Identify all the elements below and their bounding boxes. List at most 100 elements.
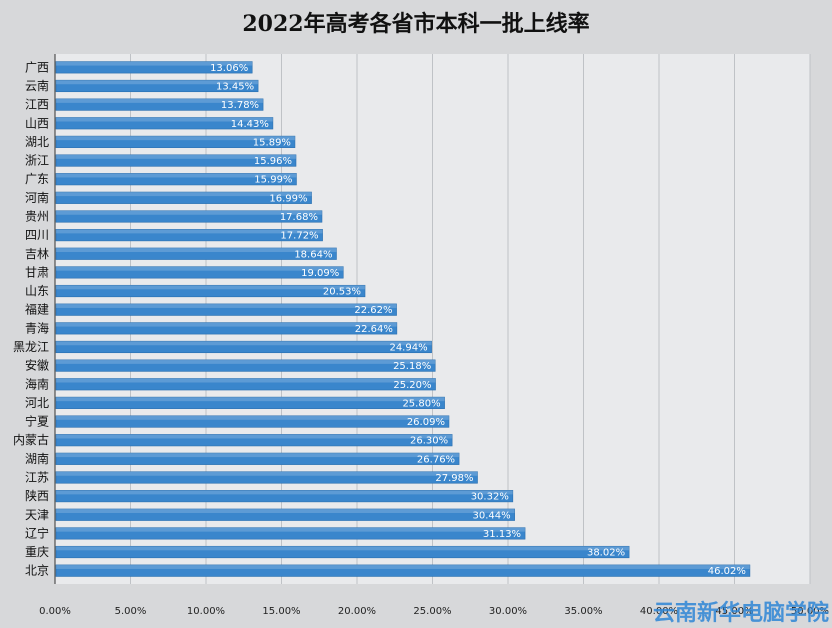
bar-highlight	[56, 173, 297, 178]
bar	[55, 303, 397, 316]
category-label: 山东	[25, 284, 49, 298]
bar-highlight	[56, 508, 515, 514]
data-label: 25.80%	[402, 398, 440, 409]
data-label: 25.18%	[393, 361, 431, 372]
x-tick-label: 45.00%	[715, 606, 753, 617]
category-label: 安徽	[25, 358, 49, 373]
bar-highlight	[56, 564, 750, 569]
bar-highlight	[56, 341, 432, 346]
category-label: 重庆	[25, 545, 49, 559]
bar	[55, 452, 460, 465]
category-label: 浙江	[25, 154, 49, 168]
data-label: 26.30%	[410, 436, 448, 447]
category-label: 湖南	[25, 451, 49, 466]
x-tick-label: 10.00%	[187, 606, 225, 617]
category-label: 广东	[25, 172, 49, 186]
category-label: 四川	[25, 228, 49, 242]
bar	[55, 340, 432, 354]
bar	[55, 98, 264, 111]
bar-layer: 13.06% 13.45% 13.78% 14.43% 15.89% 15.96% 15.9…	[55, 61, 751, 577]
category-label: 甘肃	[25, 265, 49, 279]
data-label: 26.76%	[417, 454, 455, 465]
bar	[55, 359, 436, 372]
bar-highlight	[56, 229, 323, 234]
data-label: 26.09%	[407, 417, 445, 428]
bar-highlight	[56, 303, 397, 308]
bar-highlight	[56, 285, 366, 290]
data-label: 15.89%	[253, 137, 291, 148]
x-tick-label: 35.00%	[564, 606, 602, 617]
bar-highlight	[56, 415, 449, 420]
bar	[55, 61, 253, 74]
data-label: 30.44%	[473, 510, 511, 521]
data-label: 16.99%	[269, 193, 307, 204]
x-tick-label: 50.00%	[791, 606, 829, 617]
data-label: 30.32%	[471, 492, 509, 503]
bar	[55, 117, 274, 130]
bar-highlight	[56, 117, 273, 122]
bar	[55, 415, 450, 428]
category-label: 广西	[25, 60, 49, 74]
bar-highlight	[56, 397, 445, 402]
data-label: 20.53%	[323, 287, 361, 298]
category-label: 云南	[25, 78, 49, 93]
category-label: 辽宁	[25, 525, 49, 540]
bar-highlight	[56, 546, 630, 551]
bar-highlight	[56, 266, 344, 271]
watermark-text: 云南新华电脑学院	[653, 600, 829, 626]
category-label: 内蒙古	[13, 432, 49, 447]
category-label: 吉林	[25, 247, 49, 261]
bar-highlight	[56, 378, 436, 383]
category-label: 陕西	[25, 488, 49, 503]
bar-highlight	[56, 154, 296, 159]
bar	[55, 396, 445, 409]
x-tick-label: 0.00%	[39, 606, 71, 617]
data-label: 22.62%	[354, 305, 392, 316]
bar	[55, 210, 323, 223]
bar	[55, 564, 751, 577]
category-label: 湖北	[25, 134, 49, 149]
bar-highlight	[56, 359, 436, 364]
category-label: 河南	[25, 190, 49, 205]
bar	[55, 154, 297, 167]
bar-highlight	[56, 453, 460, 458]
axis-layer: 0.00% 5.00% 10.00% 15.00% 20.00% 25.00% 30.00%…	[13, 54, 829, 617]
data-label: 19.09%	[301, 268, 339, 279]
bar-highlight	[56, 490, 513, 495]
data-label: 22.64%	[355, 324, 393, 335]
category-label: 福建	[25, 302, 49, 317]
category-label: 青海	[25, 320, 49, 335]
bar	[55, 79, 259, 93]
category-label: 宁夏	[25, 414, 49, 429]
category-label: 贵州	[25, 209, 49, 223]
chart-title: 2022年高考各省市本科一批上线率	[242, 11, 589, 37]
category-label: 江苏	[25, 470, 49, 484]
data-label: 13.45%	[216, 81, 254, 92]
data-label: 38.02%	[587, 548, 625, 559]
data-label: 24.94%	[389, 342, 427, 353]
bar	[55, 434, 453, 447]
bar	[55, 284, 366, 298]
bar-highlight	[56, 80, 259, 85]
bar-highlight	[56, 471, 478, 476]
bar-highlight	[56, 434, 453, 439]
bar-highlight	[56, 98, 264, 103]
data-label: 15.96%	[254, 156, 292, 167]
bar	[55, 229, 323, 242]
data-label: 27.98%	[435, 473, 473, 484]
bar	[55, 527, 526, 540]
bar	[55, 191, 312, 204]
x-tick-label: 30.00%	[489, 606, 527, 617]
bar	[55, 173, 297, 186]
data-label: 13.06%	[210, 63, 248, 74]
category-label: 北京	[25, 564, 49, 578]
data-label: 17.72%	[280, 231, 318, 242]
grid-layer	[55, 54, 811, 584]
x-tick-label: 15.00%	[262, 606, 300, 617]
bar-highlight	[56, 136, 295, 141]
bar	[55, 508, 515, 521]
bar	[55, 471, 478, 484]
bar-highlight	[56, 192, 312, 197]
